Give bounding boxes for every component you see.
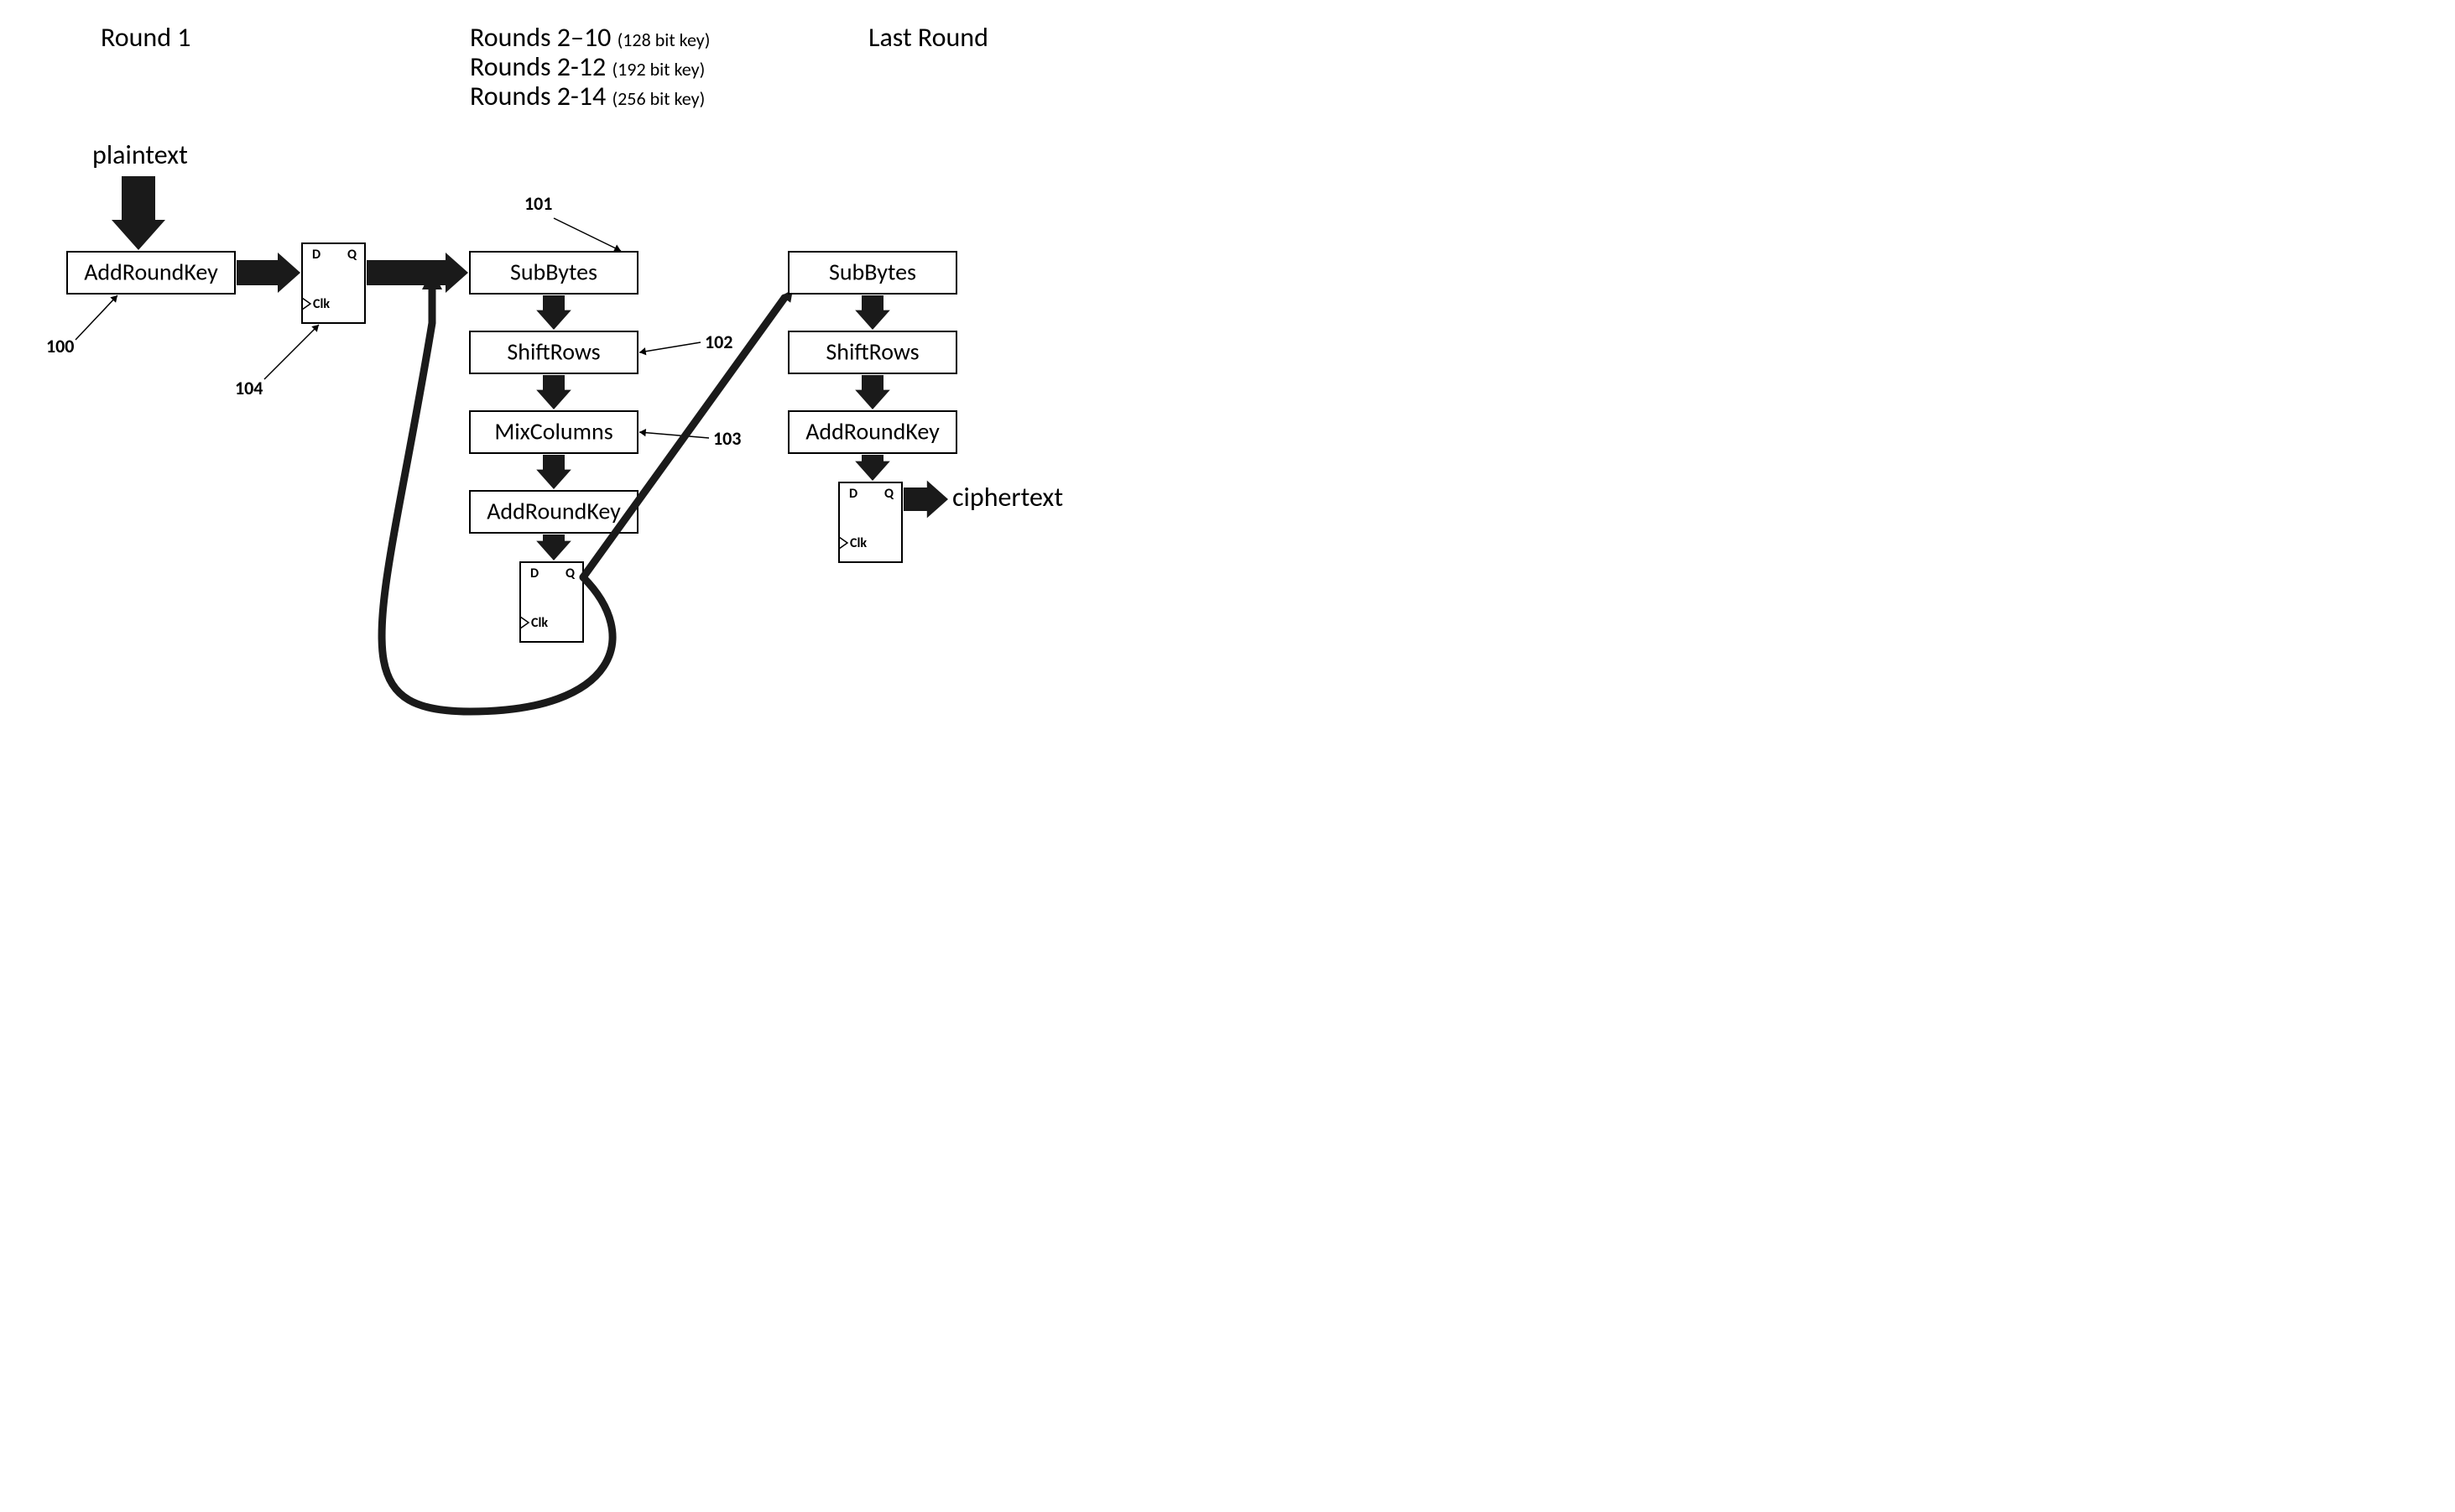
mid-subbytes-label: SubBytes xyxy=(510,258,597,287)
last-shiftrows-label: ShiftRows xyxy=(826,337,919,367)
ref-103: 103 xyxy=(713,427,741,450)
ciphertext-label: ciphertext xyxy=(952,481,1063,514)
arrow xyxy=(855,375,890,409)
plaintext-label: plaintext xyxy=(92,138,188,171)
header-mid: Rounds 2-14 (256 bit key) xyxy=(470,80,705,112)
mid-addroundkey-label: AddRoundKey xyxy=(487,497,621,526)
arrow xyxy=(855,455,890,481)
ref-101: 101 xyxy=(524,192,552,215)
ff-mid-d: D xyxy=(530,566,539,581)
arrow xyxy=(536,455,571,489)
last-addroundkey-label: AddRoundKey xyxy=(805,417,940,446)
ff-104-clk: Clk xyxy=(313,296,330,312)
ref-100: 100 xyxy=(46,335,74,357)
ref-arrowhead xyxy=(639,347,646,355)
arrow xyxy=(855,295,890,330)
arrow xyxy=(112,176,165,250)
round1-addroundkey-label: AddRoundKey xyxy=(84,258,218,287)
ff-mid-clk: Clk xyxy=(531,615,548,631)
ref-104: 104 xyxy=(235,377,263,399)
mid-mixcolumns-label: MixColumns xyxy=(494,417,612,446)
ff-104-q: Q xyxy=(347,247,357,263)
arrow xyxy=(367,253,468,293)
ref-102: 102 xyxy=(705,331,732,353)
arrow xyxy=(536,295,571,330)
arrow xyxy=(536,375,571,409)
ff-mid-q: Q xyxy=(566,566,576,581)
ff-last-q: Q xyxy=(884,486,894,502)
ref-arrowhead xyxy=(639,429,646,436)
aes-diagram: Round 1Rounds 2–10 (128 bit key)Rounds 2… xyxy=(0,0,1228,756)
mid-shiftrows-label: ShiftRows xyxy=(507,337,600,367)
arrow xyxy=(536,534,571,560)
ref-arrow xyxy=(554,218,621,251)
ff-last-d: D xyxy=(849,486,857,502)
last-subbytes-label: SubBytes xyxy=(829,258,916,287)
arrow xyxy=(237,253,300,293)
ref-arrow xyxy=(639,342,701,352)
ff-last-clk: Clk xyxy=(850,535,867,551)
header-round1: Round 1 xyxy=(101,21,190,54)
ref-arrow xyxy=(264,325,319,379)
header-last: Last Round xyxy=(868,21,988,54)
ref-arrow xyxy=(639,432,709,438)
header-mid: Rounds 2-12 (192 bit key) xyxy=(470,50,705,83)
ref-arrow xyxy=(76,295,117,340)
header-mid: Rounds 2–10 (128 bit key) xyxy=(470,21,710,54)
ff-104-d: D xyxy=(312,247,321,263)
arrow xyxy=(904,481,948,519)
